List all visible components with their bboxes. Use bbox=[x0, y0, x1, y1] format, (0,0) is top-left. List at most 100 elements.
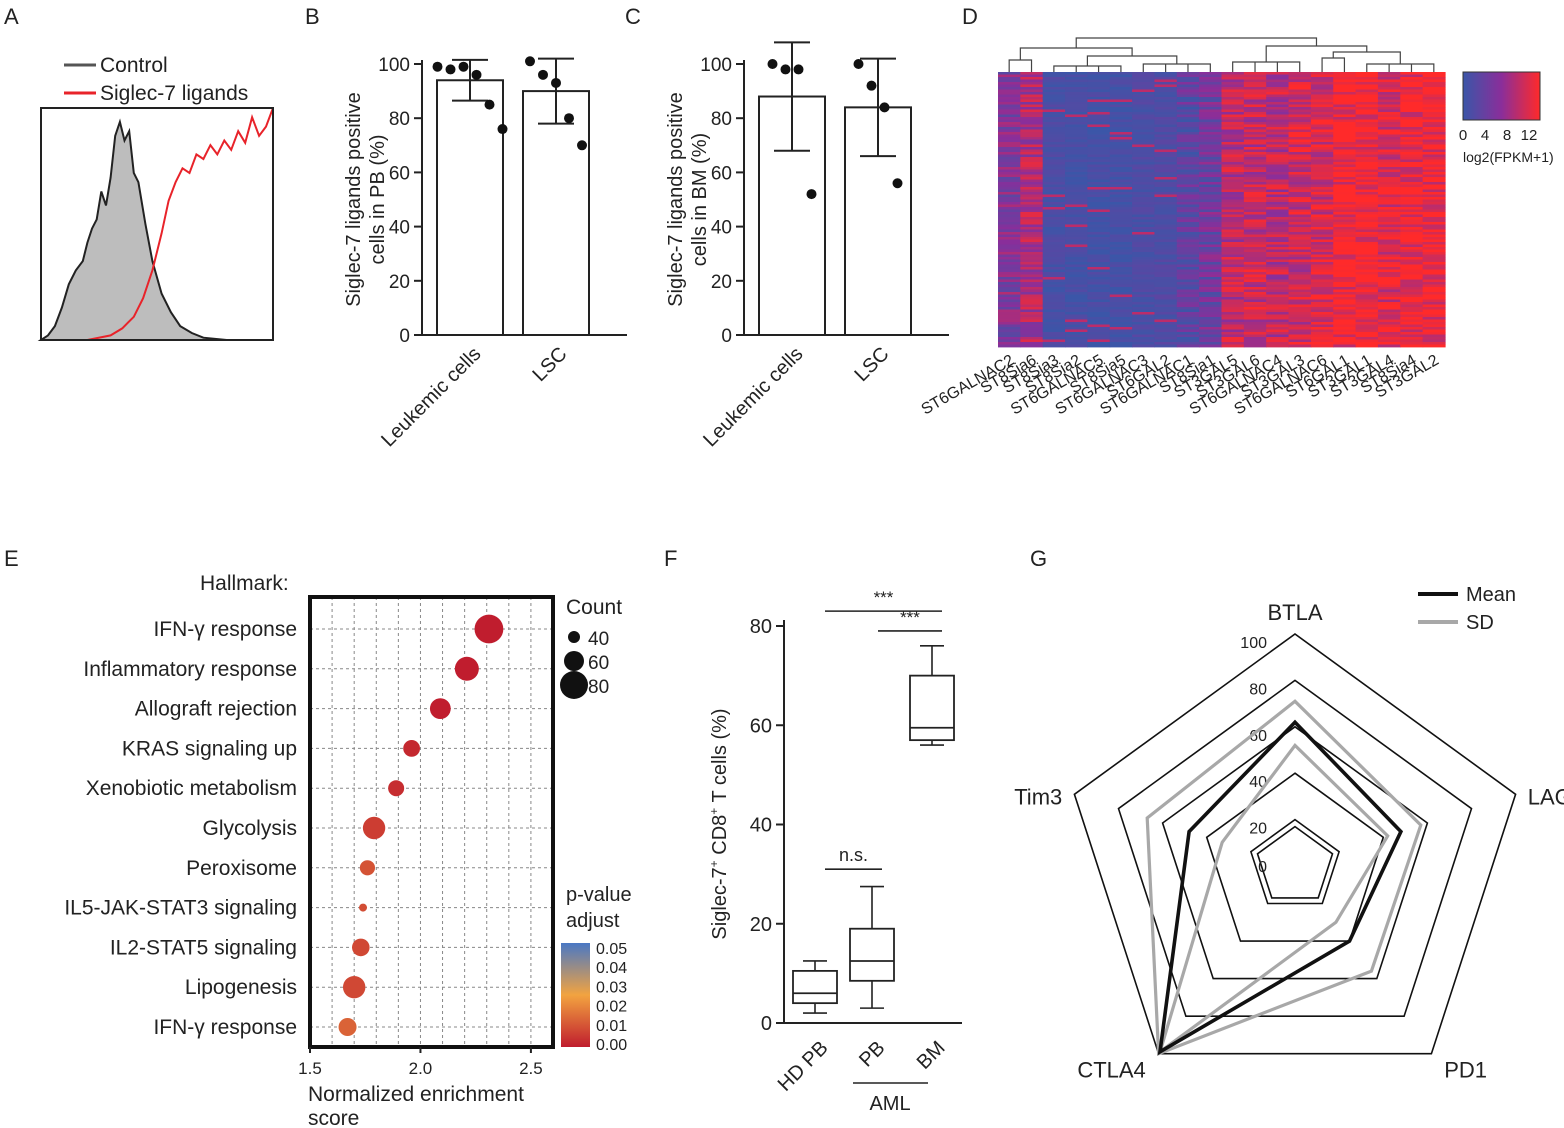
heatmap-cell bbox=[1288, 259, 1312, 263]
heatmap-cell bbox=[1042, 314, 1066, 318]
heatmap-cell bbox=[1087, 247, 1111, 250]
heatmap-cell bbox=[1132, 264, 1156, 268]
dotplot-xtick-label: 2.0 bbox=[409, 1059, 433, 1078]
heatmap-cell bbox=[1243, 277, 1267, 280]
radar-ring bbox=[1205, 772, 1385, 942]
heatmap-cell bbox=[1288, 82, 1312, 85]
heatmap-cell bbox=[1288, 309, 1312, 313]
heatmap-cell bbox=[1266, 107, 1290, 110]
heatmap-cell bbox=[1109, 164, 1133, 168]
heatmap-cell bbox=[1042, 182, 1066, 185]
heatmap-cell bbox=[1199, 154, 1223, 158]
heatmap-cell bbox=[1221, 97, 1245, 100]
heatmap-cell bbox=[1065, 327, 1088, 330]
heatmap-cell bbox=[1422, 104, 1446, 108]
heatmap-cell bbox=[1132, 134, 1156, 138]
heatmap-cell bbox=[1400, 319, 1424, 323]
heatmap-cell bbox=[1288, 202, 1312, 205]
heatmap-cell bbox=[1422, 204, 1446, 208]
heatmap-cell bbox=[1042, 329, 1066, 333]
heatmap-cell bbox=[1333, 272, 1357, 275]
heatmap-cell bbox=[1154, 107, 1178, 110]
heatmap-cell bbox=[1400, 159, 1424, 163]
heatmap-cell bbox=[1199, 182, 1223, 185]
heatmap-cell bbox=[998, 189, 1021, 193]
heatmap-cell bbox=[1132, 79, 1156, 83]
heatmap-cell bbox=[1288, 182, 1312, 185]
heatmap-cell bbox=[1132, 232, 1156, 235]
heatmap-cell bbox=[1422, 179, 1446, 183]
heatmap-cell bbox=[1020, 169, 1044, 173]
heatmap-cell bbox=[1333, 152, 1357, 155]
heatmap-cell bbox=[1243, 337, 1267, 340]
heatmap-cell bbox=[1042, 344, 1066, 348]
heatmap-cell bbox=[1355, 89, 1379, 93]
heatmap-cell bbox=[1221, 294, 1245, 298]
heatmap-cell bbox=[1422, 127, 1446, 130]
heatmap-cell bbox=[1199, 202, 1223, 205]
heatmap-cell bbox=[1266, 174, 1290, 178]
heatmap-cell bbox=[1176, 89, 1200, 93]
heatmap-cell bbox=[1087, 182, 1111, 185]
heatmap-cell bbox=[1132, 119, 1156, 123]
heatmap-cell bbox=[1109, 242, 1133, 245]
heatmap-cell bbox=[1154, 119, 1178, 123]
heatmap-cell bbox=[1422, 324, 1446, 328]
heatmap-cell bbox=[1377, 342, 1401, 345]
heatmap-cell bbox=[1020, 202, 1044, 205]
panel-b-data-point bbox=[497, 124, 508, 135]
heatmap-cell bbox=[1377, 104, 1401, 108]
heatmap-cell bbox=[1266, 292, 1290, 295]
heatmap-cell bbox=[1132, 304, 1156, 308]
heatmap-cell bbox=[1065, 109, 1088, 113]
heatmap-cell bbox=[1065, 97, 1088, 100]
heatmap-cell bbox=[1065, 162, 1088, 165]
heatmap-cell bbox=[1333, 257, 1357, 260]
heatmap-cell bbox=[1355, 227, 1379, 230]
heatmap-cell bbox=[1355, 72, 1379, 75]
heatmap-cell bbox=[1355, 247, 1379, 250]
heatmap-cell bbox=[1333, 79, 1357, 83]
heatmap-cell bbox=[1042, 244, 1066, 248]
heatmap-cell bbox=[1333, 334, 1357, 338]
heatmap-cell bbox=[1243, 224, 1267, 228]
heatmap-cell bbox=[1266, 244, 1290, 248]
heatmap-cell bbox=[1221, 219, 1245, 223]
heatmap-cell bbox=[1355, 319, 1379, 323]
heatmap-cell bbox=[1221, 224, 1245, 228]
heatmap-cell bbox=[1154, 252, 1178, 255]
heatmap-cell bbox=[1288, 199, 1312, 203]
heatmap-cell bbox=[1400, 104, 1424, 108]
heatmap-cell bbox=[1333, 207, 1357, 210]
heatmap-cell bbox=[1087, 304, 1111, 308]
heatmap-cell bbox=[1154, 232, 1178, 235]
heatmap-cell bbox=[1266, 227, 1290, 230]
heatmap-cell bbox=[1377, 249, 1401, 253]
heatmap-cell bbox=[1132, 159, 1156, 163]
heatmap-cell bbox=[1109, 114, 1133, 118]
heatmap-cell bbox=[1243, 212, 1267, 215]
heatmap-cell bbox=[1132, 257, 1156, 260]
heatmap-cell bbox=[1132, 332, 1156, 335]
heatmap-cell bbox=[1087, 154, 1111, 158]
heatmap-cell bbox=[1154, 299, 1178, 303]
heatmap-cell bbox=[1221, 289, 1245, 293]
heatmap-cell bbox=[1042, 302, 1066, 305]
heatmap bbox=[998, 72, 1446, 348]
heatmap-cell bbox=[1221, 87, 1245, 90]
heatmap-cell bbox=[1199, 224, 1223, 228]
heatmap-cell bbox=[1087, 287, 1111, 290]
heatmap-cell bbox=[1154, 227, 1178, 230]
heatmap-cell bbox=[1243, 247, 1267, 250]
heatmap-cell bbox=[1109, 104, 1133, 108]
dotplot-point bbox=[352, 938, 370, 957]
heatmap-cell bbox=[1109, 189, 1133, 193]
heatmap-cell bbox=[1288, 272, 1312, 275]
heatmap-cell bbox=[998, 314, 1021, 318]
heatmap-cell bbox=[1087, 279, 1111, 283]
heatmap-cell bbox=[1243, 274, 1267, 278]
heatmap-cell bbox=[1132, 114, 1156, 118]
heatmap-cell bbox=[1065, 319, 1088, 323]
heatmap-cell bbox=[1221, 257, 1245, 260]
heatmap-cell bbox=[1333, 277, 1357, 280]
